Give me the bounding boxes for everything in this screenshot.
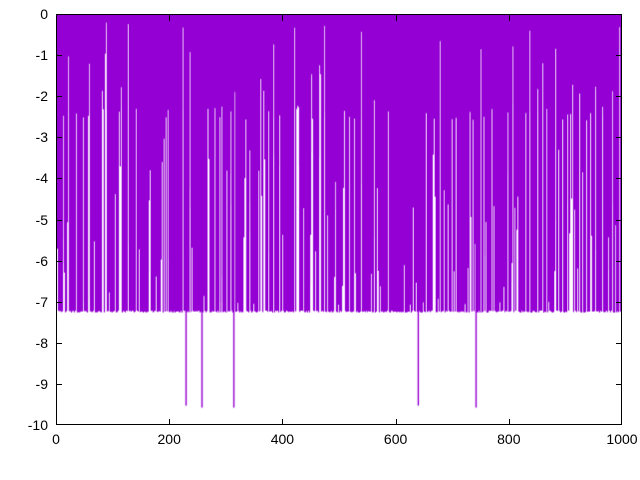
y-tick-label: -4 — [35, 170, 48, 187]
y-tick-label: -2 — [35, 88, 48, 105]
y-tick-label: -7 — [35, 293, 48, 310]
y-tick-label: -1 — [35, 47, 48, 64]
x-tick-mark — [508, 419, 510, 425]
x-tick-mark — [169, 419, 171, 425]
y-tick-label: -5 — [35, 211, 48, 228]
y-tick-label: 0 — [40, 6, 48, 22]
y-tick-label: -6 — [35, 252, 48, 269]
x-tick-label: 800 — [497, 431, 521, 447]
y-tick-label: -8 — [35, 334, 48, 351]
chart-legend — [455, 41, 489, 54]
x-tick-label: 0 — [52, 431, 60, 447]
legend-color-swatch — [461, 46, 489, 49]
y-tick-label: -10 — [27, 417, 48, 433]
x-tick-mark-top — [169, 15, 171, 21]
plot-area — [56, 14, 622, 425]
y-tick-label: -9 — [35, 375, 48, 392]
x-tick-mark-top — [395, 15, 397, 21]
impulse-plot-canvas — [57, 15, 621, 424]
x-tick-label: 600 — [383, 431, 408, 447]
x-tick-mark-top — [282, 15, 284, 21]
x-tick-mark — [395, 419, 397, 425]
x-tick-mark — [282, 419, 284, 425]
x-tick-label: 200 — [157, 431, 181, 447]
y-tick-label: -3 — [35, 129, 48, 146]
x-tick-mark-top — [508, 15, 510, 21]
x-tick-label: 1000 — [606, 431, 638, 447]
x-tick-label: 400 — [270, 431, 295, 447]
